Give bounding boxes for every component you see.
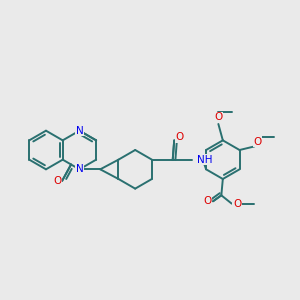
Text: O: O [176, 132, 184, 142]
Text: NH: NH [197, 155, 213, 165]
Text: O: O [214, 112, 223, 122]
Text: O: O [233, 199, 241, 208]
Text: O: O [203, 196, 212, 206]
Text: O: O [54, 176, 62, 186]
Text: N: N [76, 126, 83, 136]
Text: O: O [253, 137, 262, 147]
Text: N: N [76, 164, 83, 174]
